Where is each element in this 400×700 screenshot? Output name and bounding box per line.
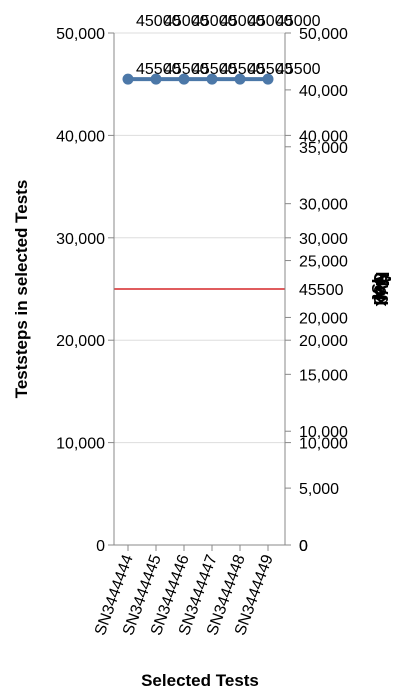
- data-point: [263, 74, 274, 85]
- y-tick-label: 30,000: [56, 231, 105, 248]
- y-tick-label: 50,000: [56, 26, 105, 43]
- right-tick-label: 15,000: [299, 367, 348, 384]
- right-tick-label: 20,000: [299, 333, 348, 350]
- right-tick-label: 0: [299, 538, 308, 555]
- data-point: [151, 74, 162, 85]
- data-point: [207, 74, 218, 85]
- data-label: 45500: [276, 61, 321, 78]
- right-tick-label: 10,000: [299, 436, 348, 453]
- left-y-axis: 0 10,000 20,000 30,000 40,000 50,000: [56, 26, 114, 555]
- right-tick-label: 40,000: [299, 128, 348, 145]
- series-group: 4550045500455004550045500455004500045000…: [123, 13, 321, 85]
- y-tick-label: 40,000: [56, 128, 105, 145]
- data-point: [179, 74, 190, 85]
- data-point: [235, 74, 246, 85]
- y-tick-label: 20,000: [56, 333, 105, 350]
- y-axis-title: Teststeps in selected Tests: [12, 180, 31, 399]
- x-axis-title: Selected Tests: [141, 671, 259, 690]
- right-tick-label: 30,000: [299, 197, 348, 214]
- right-tick-label: 30,000: [299, 231, 348, 248]
- right-tick-label: 50,000: [299, 26, 348, 43]
- right-tick-label: 40,000: [299, 83, 348, 100]
- y-tick-label: 0: [96, 538, 105, 555]
- reference-line-label: 45500: [299, 282, 344, 299]
- data-point: [123, 74, 134, 85]
- right-tick-label: 20,000: [299, 310, 348, 327]
- right-tick-label: 5,000: [299, 481, 339, 498]
- y-tick-label: 10,000: [56, 436, 105, 453]
- reference-line-group: 45500: [114, 282, 344, 299]
- x-axis: SN3444444SN3444445SN3444446SN3444447SN34…: [92, 545, 285, 638]
- right-axis-title: Avg: [374, 272, 394, 305]
- right-tick-label: 25,000: [299, 254, 348, 271]
